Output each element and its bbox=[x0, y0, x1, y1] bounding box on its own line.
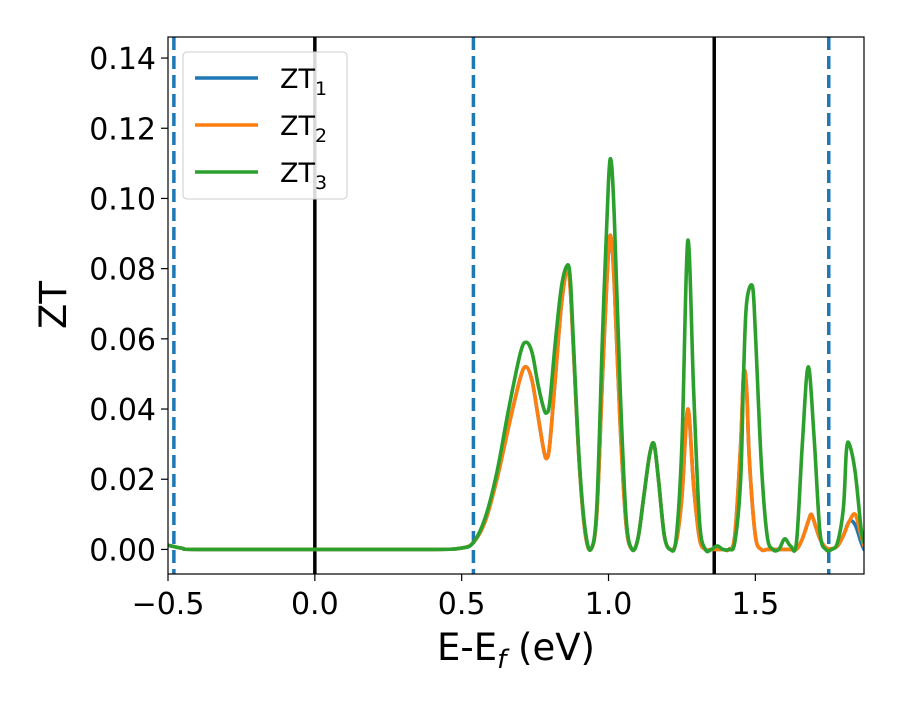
legend-label-zt3: ZT3 bbox=[280, 158, 327, 194]
y-axis-label: ZT bbox=[32, 281, 75, 329]
y-tick-label: 0.08 bbox=[89, 253, 156, 288]
x-tick-label: 1.0 bbox=[585, 587, 633, 622]
x-axis-label: E-Ef (eV) bbox=[437, 626, 595, 675]
x-tick-label: 0.5 bbox=[438, 587, 486, 622]
legend-label-zt1: ZT1 bbox=[280, 64, 327, 100]
plot-frame bbox=[167, 36, 865, 575]
y-tick-label: 0.04 bbox=[89, 393, 156, 428]
x-tick-label: 1.5 bbox=[731, 587, 779, 622]
series-line-zt3 bbox=[168, 156, 864, 554]
y-tick-label: 0.02 bbox=[89, 463, 156, 498]
y-tick-label: 0.10 bbox=[89, 182, 156, 217]
y-tick-label: 0.14 bbox=[89, 42, 156, 77]
legend: ZT1 ZT2 ZT3 bbox=[182, 51, 348, 200]
y-tick-label: 0.12 bbox=[89, 112, 156, 147]
x-tick-label: −0.5 bbox=[132, 587, 205, 622]
legend-frame bbox=[182, 51, 348, 200]
x-tick-label: 0.0 bbox=[291, 587, 339, 622]
y-tick-label: 0.00 bbox=[89, 533, 156, 568]
legend-label-zt2: ZT2 bbox=[280, 111, 327, 147]
y-tick-label: 0.06 bbox=[89, 323, 156, 358]
